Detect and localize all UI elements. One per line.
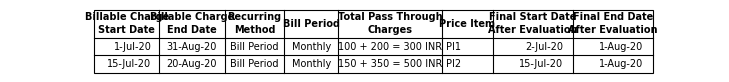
Text: 1-Jul-20: 1-Jul-20: [114, 42, 152, 52]
Text: Bill Period: Bill Period: [230, 59, 278, 69]
Text: Monthly: Monthly: [292, 59, 331, 69]
Text: Bill Period: Bill Period: [283, 19, 340, 29]
Text: 15-Jul-20: 15-Jul-20: [107, 59, 152, 69]
Text: 150 + 350 = 500 INR: 150 + 350 = 500 INR: [338, 59, 443, 69]
Text: PI1: PI1: [445, 42, 461, 52]
Text: Monthly: Monthly: [292, 42, 331, 52]
Text: 1-Aug-20: 1-Aug-20: [599, 59, 644, 69]
Text: Billable Charge
Start Date: Billable Charge Start Date: [85, 12, 169, 36]
Text: Bill Period: Bill Period: [230, 42, 278, 52]
Text: 100 + 200 = 300 INR: 100 + 200 = 300 INR: [338, 42, 442, 52]
Text: 20-Aug-20: 20-Aug-20: [166, 59, 217, 69]
Text: Price Item: Price Item: [440, 19, 495, 29]
Text: Final Start Date
After Evaluation: Final Start Date After Evaluation: [488, 12, 577, 36]
Text: Recurring
Method: Recurring Method: [227, 12, 281, 36]
Text: 2-Jul-20: 2-Jul-20: [526, 42, 564, 52]
Text: 31-Aug-20: 31-Aug-20: [167, 42, 217, 52]
Text: PI2: PI2: [445, 59, 461, 69]
Text: Final End Date
After Evaluation: Final End Date After Evaluation: [569, 12, 658, 36]
Text: Billable Charge
End Date: Billable Charge End Date: [150, 12, 234, 36]
Text: 1-Aug-20: 1-Aug-20: [599, 42, 644, 52]
Text: Total Pass Through
Charges: Total Pass Through Charges: [338, 12, 443, 36]
Text: 15-Jul-20: 15-Jul-20: [519, 59, 564, 69]
